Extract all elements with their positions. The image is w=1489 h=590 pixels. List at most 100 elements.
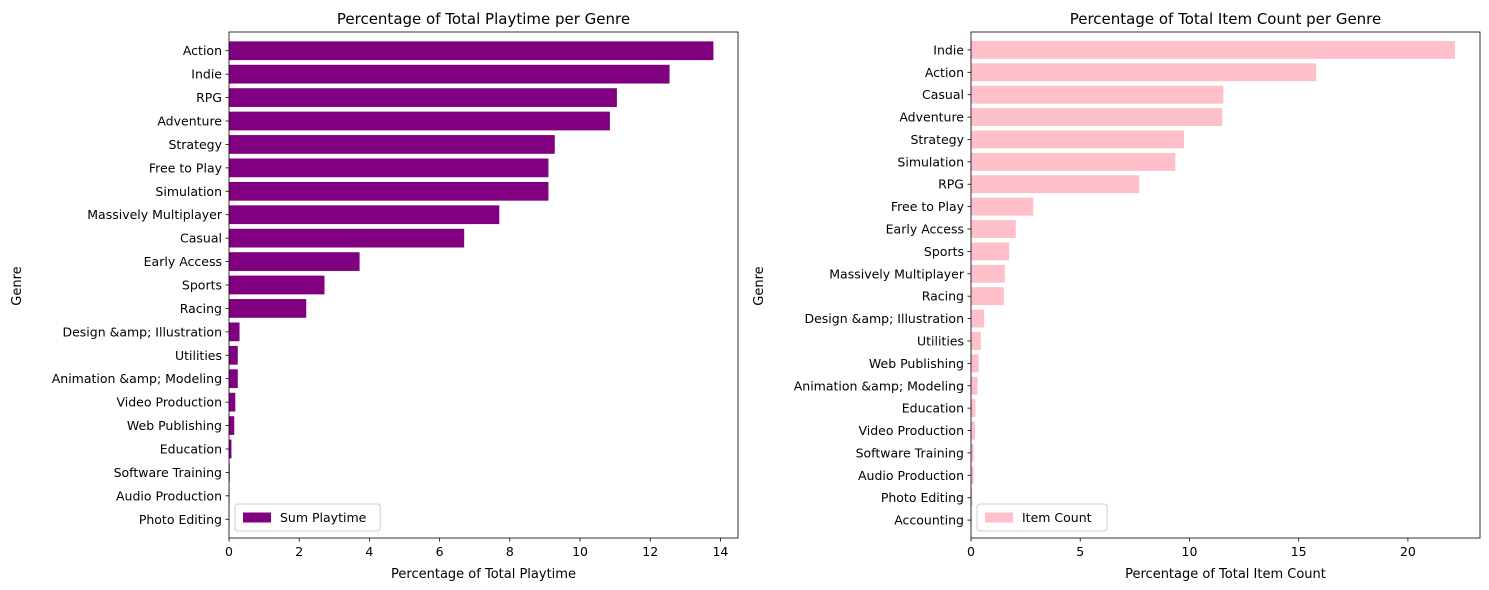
item-count-x-tick-label: 5 <box>1076 544 1084 559</box>
item-count-y-tick-label: Audio Production <box>858 468 964 483</box>
playtime-x-tick-label: 12 <box>642 544 658 559</box>
playtime-bar <box>229 158 549 178</box>
item-count-y-axis-label: Genre <box>752 266 767 305</box>
item-count-bar <box>971 309 985 328</box>
playtime-y-tick-label: Action <box>183 43 222 58</box>
playtime-y-tick-label: Web Publishing <box>127 418 222 433</box>
item-count-y-tick-label: Animation &amp; Modeling <box>794 378 964 393</box>
item-count-bar <box>971 376 978 395</box>
item-count-bar <box>971 152 1176 171</box>
item-count-bar <box>971 85 1224 104</box>
item-count-y-tick-label: Simulation <box>897 154 964 169</box>
item-count-y-tick-label: Action <box>925 65 964 80</box>
item-count-bar <box>971 130 1184 149</box>
item-count-y-tick-label: Video Production <box>859 423 965 438</box>
item-count-y-tick-label: Adventure <box>899 110 964 125</box>
item-count-x-tick-label: 10 <box>1182 544 1198 559</box>
item-count-y-tick-label: Web Publishing <box>869 356 964 371</box>
item-count-bar <box>971 175 1140 194</box>
playtime-x-tick-label: 4 <box>365 544 373 559</box>
playtime-y-tick-label: Massively Multiplayer <box>87 207 223 222</box>
item-count-bar <box>971 197 1034 216</box>
playtime-bar <box>229 205 500 225</box>
item-count-legend-box <box>976 503 1108 532</box>
item-count-y-tick-label: Indie <box>933 42 964 57</box>
playtime-x-tick-label: 10 <box>572 544 588 559</box>
item-count-legend-label: Item Count <box>1022 510 1092 525</box>
item-count-bar <box>971 443 974 462</box>
playtime-bar <box>229 322 240 342</box>
playtime-y-tick-label: Adventure <box>157 114 222 129</box>
playtime-y-tick-label: Video Production <box>117 395 223 410</box>
playtime-bar <box>229 439 232 459</box>
item-count-x-tick-label: 0 <box>967 544 975 559</box>
playtime-y-tick-label: Free to Play <box>149 160 223 175</box>
playtime-y-tick-label: Animation &amp; Modeling <box>52 371 222 386</box>
playtime-y-tick-label: Indie <box>191 67 222 82</box>
item-count-y-tick-label: Sports <box>924 244 964 259</box>
playtime-bar <box>229 88 617 107</box>
item-count-y-tick-label: Software Training <box>856 445 964 460</box>
item-count-y-tick-label: Utilities <box>917 333 964 348</box>
playtime-bar <box>229 392 236 412</box>
playtime-y-tick-label: Design &amp; Illustration <box>62 324 222 339</box>
item-count-x-tick-label: 15 <box>1291 544 1307 559</box>
item-count-bar <box>971 488 973 507</box>
playtime-x-tick-label: 8 <box>506 544 514 559</box>
playtime-chart-panel: Percentage of Total Playtime per Genre P… <box>10 10 739 582</box>
item-count-bar <box>971 264 1005 283</box>
playtime-y-tick-label: Utilities <box>175 348 222 363</box>
playtime-bar <box>229 369 238 389</box>
playtime-x-tick-label: 6 <box>436 544 444 559</box>
item-count-y-tick-label: Design &amp; Illustration <box>804 311 964 326</box>
item-count-y-tick-label: Free to Play <box>891 199 965 214</box>
item-count-legend: Item Count <box>976 503 1108 532</box>
item-count-bar <box>971 466 974 485</box>
item-count-y-tick-label: Photo Editing <box>881 490 964 505</box>
playtime-bar <box>229 111 610 131</box>
playtime-bar <box>229 228 465 248</box>
playtime-bar <box>229 181 549 201</box>
playtime-y-tick-label: Early Access <box>144 254 222 269</box>
playtime-legend-label: Sum Playtime <box>280 510 367 525</box>
item-count-y-tick-label: Accounting <box>894 513 964 528</box>
playtime-y-tick-label: RPG <box>196 90 222 105</box>
playtime-y-tick-label: Racing <box>180 301 222 316</box>
playtime-bar <box>229 252 360 271</box>
item-count-y-tick-label: Racing <box>922 289 964 304</box>
item-count-bar <box>971 354 979 373</box>
playtime-bar <box>229 345 238 365</box>
playtime-bar <box>229 135 555 154</box>
item-count-y-tick-label: Early Access <box>886 222 964 237</box>
item-count-y-tick-label: Casual <box>922 87 964 102</box>
item-count-chart-title: Percentage of Total Item Count per Genre <box>1070 10 1382 28</box>
playtime-y-tick-label: Education <box>160 441 222 456</box>
item-count-x-axis-label: Percentage of Total Item Count <box>1125 567 1326 582</box>
playtime-legend-swatch <box>243 512 271 523</box>
item-count-bar <box>971 287 1004 306</box>
playtime-y-tick-label: Sports <box>182 278 222 293</box>
item-count-y-tick-label: Massively Multiplayer <box>829 266 965 281</box>
item-count-bar <box>971 40 1455 59</box>
item-count-legend-swatch <box>985 512 1013 523</box>
playtime-y-axis-label: Genre <box>10 266 25 305</box>
playtime-bar <box>229 275 325 295</box>
playtime-bar <box>229 41 714 61</box>
item-count-bar <box>971 242 1010 261</box>
playtime-x-tick-label: 0 <box>225 544 233 559</box>
playtime-bar <box>229 416 235 435</box>
item-count-bar <box>971 63 1317 82</box>
playtime-legend-box <box>234 503 381 532</box>
playtime-y-tick-label: Audio Production <box>116 488 222 503</box>
item-count-y-tick-label: Education <box>902 401 964 416</box>
playtime-y-tick-label: Photo Editing <box>139 512 222 527</box>
item-count-bar <box>971 399 976 418</box>
item-count-bar <box>971 421 975 440</box>
item-count-bar <box>971 332 981 350</box>
item-count-bar <box>971 108 1223 127</box>
playtime-x-axis-label: Percentage of Total Playtime <box>391 567 576 582</box>
playtime-y-tick-label: Strategy <box>168 137 222 152</box>
playtime-y-tick-label: Simulation <box>155 184 222 199</box>
item-count-y-tick-label: Strategy <box>910 132 964 147</box>
